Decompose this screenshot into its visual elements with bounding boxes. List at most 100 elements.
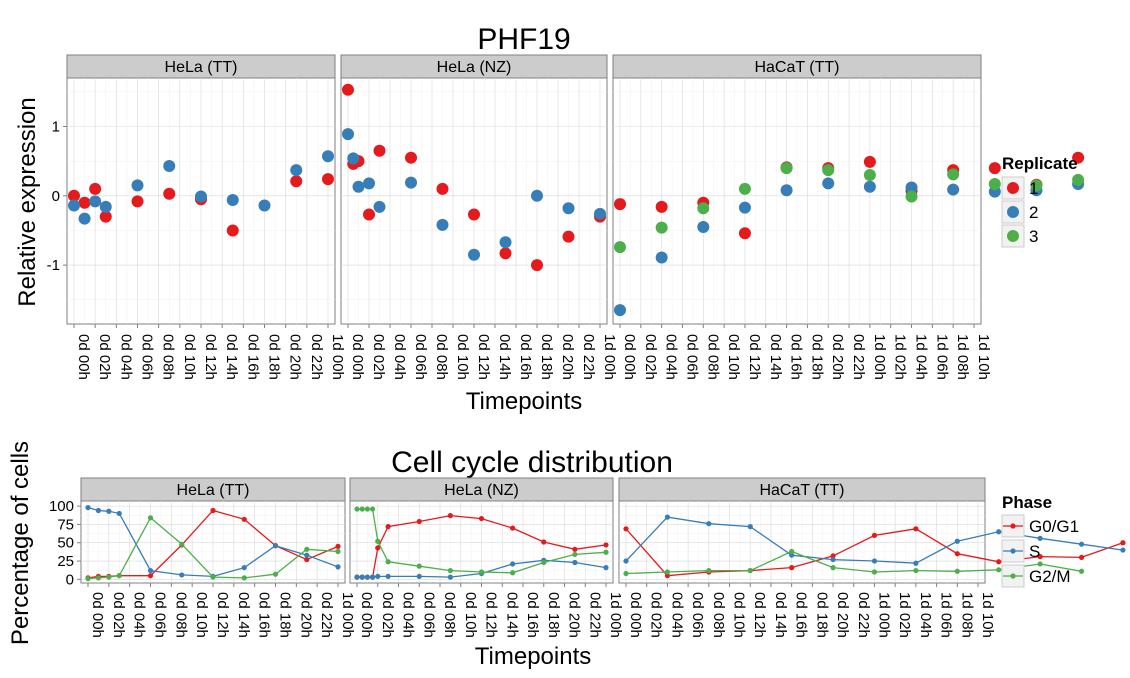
data-point-g2-m [359,506,365,512]
x-tick-label: 0d 12h [202,334,219,380]
x-tick-label: 0d 06h [412,334,429,380]
data-point-replicate-2 [738,201,751,214]
legend-entry-2: 2 [1001,200,1038,224]
legend-label-g2-m: G2/M [1029,567,1071,586]
data-point-replicate-2 [352,180,365,193]
data-point-replicate-2 [863,180,876,193]
x-tick-label: 0d 04h [668,592,685,638]
x-tick-label: 0d 18h [277,592,294,638]
x-tick-label: 0d 08h [704,334,721,380]
data-point-s [354,574,360,580]
y-tick-label: -1 [47,257,60,274]
data-point-replicate-2 [163,160,176,173]
data-point-g2-m [954,568,960,574]
x-tick-label: 0d 00h [89,592,106,638]
data-point-replicate-2 [436,218,449,231]
data-point-replicate-1 [89,182,102,195]
x-tick-label: 0d 22h [318,592,335,638]
y-tick-label: 0 [66,571,74,588]
data-point-g2-m [747,567,753,574]
data-point-replicate-2 [822,177,835,190]
data-point-s [179,572,185,578]
data-point-s [147,567,154,574]
data-point-g2-m [385,559,391,565]
data-point-replicate-2 [780,184,793,197]
data-point-replicate-2 [562,202,575,215]
gridlines-hacat-tt [619,501,985,583]
data-point-s [954,538,960,544]
data-point-s [375,573,381,580]
data-point-g0-g1 [478,515,485,522]
x-tick-label: 1d 02h [892,334,909,380]
data-point-g0-g1 [1120,540,1126,546]
x-tick-label: 1d 06h [933,334,950,380]
data-point-g0-g1 [241,516,247,522]
data-point-replicate-3 [822,164,835,177]
data-point-replicate-3 [1072,173,1085,186]
data-point-s [1078,541,1085,547]
x-tick-label: 0d 08h [172,592,189,638]
data-point-g0-g1 [913,526,919,532]
data-point-replicate-1 [988,162,1001,175]
data-point-replicate-1 [163,187,176,200]
data-point-s [1120,547,1126,553]
data-point-g2-m [147,515,154,521]
y-tick-label: 1 [52,119,60,136]
series-g2-m-hela-nz [354,506,609,576]
x-tick-label: 0d 08h [160,334,177,380]
data-point-g2-m [623,570,629,577]
data-point-s [106,508,112,514]
relative-expression-y-axis-title: Relative expression [14,97,41,306]
data-point-replicate-2 [290,164,303,177]
data-point-g2-m [304,546,310,552]
x-tick-label: 0d 18h [266,334,283,380]
data-point-g2-m [541,559,547,566]
x-tick-label: 0d 02h [110,592,127,638]
legend-label-3: 3 [1029,227,1038,246]
legend-label-1: 1 [1029,179,1038,198]
x-tick-label: 1d 08h [954,334,971,380]
phf19-panels: HeLa (TT)0d 00h 0d 02h 0d 04h 0d 06h 0d 08h 0… [47,54,1085,380]
data-point-replicate-2 [195,190,207,203]
x-tick-label: 0d 22h [308,334,325,380]
data-point-replicate-1 [99,210,112,223]
data-point-g0-g1 [335,543,341,549]
x-tick-label: 0d 10h [193,592,210,638]
data-point-replicate-1 [226,224,239,237]
data-point-replicate-2 [258,199,271,212]
y-tick-label: 100 [49,498,74,515]
x-tick-label: 0d 00h [621,334,638,380]
data-point-g0-g1 [375,545,381,551]
data-point-g2-m [706,567,712,574]
x-tick-label: 0d 10h [454,334,471,380]
x-tick-label: 0d 00h [75,334,92,380]
data-point-replicate-2 [99,200,112,213]
data-point-s [1037,535,1043,541]
data-point-g0-g1 [789,565,795,571]
x-tick-label: 0d 04h [117,334,134,380]
data-point-s [359,574,365,580]
data-point-g2-m [95,575,102,581]
legend-marker [1007,206,1019,218]
data-point-g2-m [603,549,609,555]
data-point-s [304,552,310,558]
strip-label-hela-tt: HeLa (TT) [177,482,250,499]
data-point-replicate-1 [342,83,354,96]
data-point-replicate-1 [499,247,512,260]
data-point-s [364,574,370,580]
data-point-replicate-2 [697,220,710,233]
data-point-replicate-2 [226,193,239,206]
x-tick-label: 0d 14h [223,334,240,380]
data-point-g2-m [210,574,216,580]
x-tick-label: 0d 00h [627,592,644,638]
x-tick-label: 0d 20h [829,334,846,380]
data-point-g0-g1 [954,551,960,557]
data-point-g2-m [913,567,919,574]
x-tick-label: 0d 10h [462,592,479,638]
data-point-s [385,573,391,580]
y-tick-label: 75 [57,516,74,533]
data-point-g2-m [375,538,381,544]
replicate-legend: Replicate 1 2 3 [1001,154,1078,248]
x-tick-label: 0d 10h [731,592,748,638]
data-point-g0-g1 [603,542,609,548]
